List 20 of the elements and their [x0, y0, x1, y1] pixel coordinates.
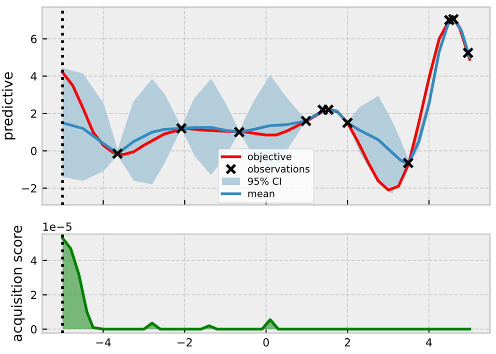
y-tick-label: 6: [31, 34, 37, 44]
y-tick-label: −2: [22, 184, 36, 192]
y-tick-label: 4: [30, 256, 37, 265]
x-tick-label: 0: [263, 338, 269, 347]
x-tick-label: 4: [426, 338, 432, 346]
y-axis-title: acquisition score: [11, 226, 25, 342]
legend-label: objective: [248, 152, 292, 162]
y-axis-title: predictive: [2, 72, 16, 140]
x-tick-label: 2: [344, 338, 350, 346]
y-tick-label: 0: [30, 325, 37, 334]
legend-label: mean: [248, 192, 274, 198]
text: 1e−5: [43, 222, 72, 231]
y-tick-label: 2: [31, 109, 36, 118]
legend-label: observations: [248, 165, 310, 173]
y-tick-label: 0: [30, 146, 37, 156]
y-tick-label: 2: [31, 290, 36, 300]
y-tick-label: 4: [30, 72, 37, 80]
x-tick-label: −4: [96, 338, 111, 346]
legend-label: 95% CI: [248, 178, 281, 185]
x-tick-label: −2: [178, 338, 192, 346]
